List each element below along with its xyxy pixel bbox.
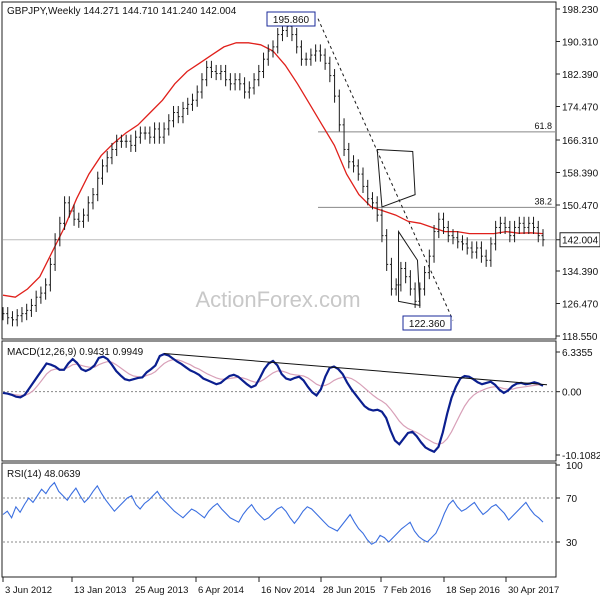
price-y-tick-label: 182.390	[562, 70, 599, 81]
price-title: GBPJPY,Weekly 144.271 144.710 141.240 14…	[7, 6, 237, 17]
rsi-y-tick-label: 100	[566, 461, 583, 472]
price-y-tick-label: 134.390	[562, 267, 599, 278]
macd-lines	[2, 352, 555, 454]
rsi-lines	[2, 481, 555, 545]
retracement-line	[317, 18, 454, 321]
x-tick-label: 3 Jun 2012	[5, 585, 52, 596]
rsi-y-tick-label: 70	[566, 494, 578, 505]
rsi-title: RSI(14) 48.0639	[7, 469, 81, 480]
price-lines: 195.860 122.360 61.8 38.2	[1, 11, 555, 331]
price-y-tick-label: 150.470	[562, 201, 599, 212]
x-tick-label: 30 Apr 2017	[508, 585, 559, 596]
x-tick-label: 25 Aug 2013	[135, 585, 188, 596]
x-tick-label: 6 Apr 2014	[198, 585, 244, 596]
price-y-tick-label: 198.230	[562, 5, 599, 16]
fib-61.8-label: 61.8	[534, 121, 552, 131]
macd-panel: MACD(12,26,9) 0.9431 0.9949 6.3355 0.00 -1…	[1, 340, 600, 462]
rsi-line	[2, 481, 544, 545]
price-panel: GBPJPY,Weekly 144.271 144.710 141.240 14…	[1, 1, 600, 343]
price-y-tick-label: 190.310	[562, 38, 599, 49]
low-label: 122.360	[409, 319, 446, 330]
price-y-tick-label: 166.310	[562, 136, 599, 147]
price-panel-frame	[1, 1, 557, 340]
price-y-tick-label: 118.550	[562, 332, 598, 343]
macd-line	[2, 352, 544, 454]
price-y-tick-label: 174.470	[562, 103, 599, 114]
macd-y-tick-label: 0.00	[562, 388, 582, 399]
fib-38.2-label: 38.2	[534, 196, 552, 206]
macd-panel-frame	[1, 340, 557, 462]
watermark: ActionForex.com	[195, 287, 360, 312]
rsi-panel-frame	[1, 462, 557, 578]
macd-trendline	[164, 352, 548, 386]
high-label: 195.860	[273, 15, 310, 26]
price-y-tick-label: 158.390	[562, 169, 599, 180]
macd-title: MACD(12,26,9) 0.9431 0.9949	[7, 347, 144, 358]
rsi-y-tick-label: 30	[566, 538, 578, 549]
price-y-tick-label: 126.470	[562, 299, 599, 310]
x-tick-label: 7 Feb 2016	[383, 585, 431, 596]
flag-pattern-2	[398, 229, 421, 307]
macd-y-tick-label: -10.1082	[562, 451, 600, 462]
high-label-box	[266, 11, 316, 27]
low-label-box	[402, 315, 452, 331]
x-tick-label: 13 Jan 2013	[74, 585, 126, 596]
macd-y-tick-label: 6.3355	[562, 348, 593, 359]
last-price-label: 142.004	[562, 236, 599, 247]
x-tick-label: 16 Nov 2014	[261, 585, 315, 596]
price-y-axis: 198.230 190.310 182.390 174.470 166.310 158.3…	[556, 5, 600, 343]
x-tick-label: 28 Jun 2015	[323, 585, 375, 596]
rsi-y-axis: 100 70 30	[556, 461, 583, 549]
flag-pattern-1	[376, 148, 416, 208]
macd-y-axis: 6.3355 0.00 -10.1082	[556, 348, 600, 462]
x-tick-label: 18 Sep 2016	[446, 585, 500, 596]
rsi-panel: RSI(14) 48.0639 100 70 30	[1, 461, 583, 578]
x-axis: 3 Jun 2012 13 Jan 2013 25 Aug 2013 6 Apr 20…	[2, 577, 559, 596]
last-price-box	[559, 232, 600, 248]
